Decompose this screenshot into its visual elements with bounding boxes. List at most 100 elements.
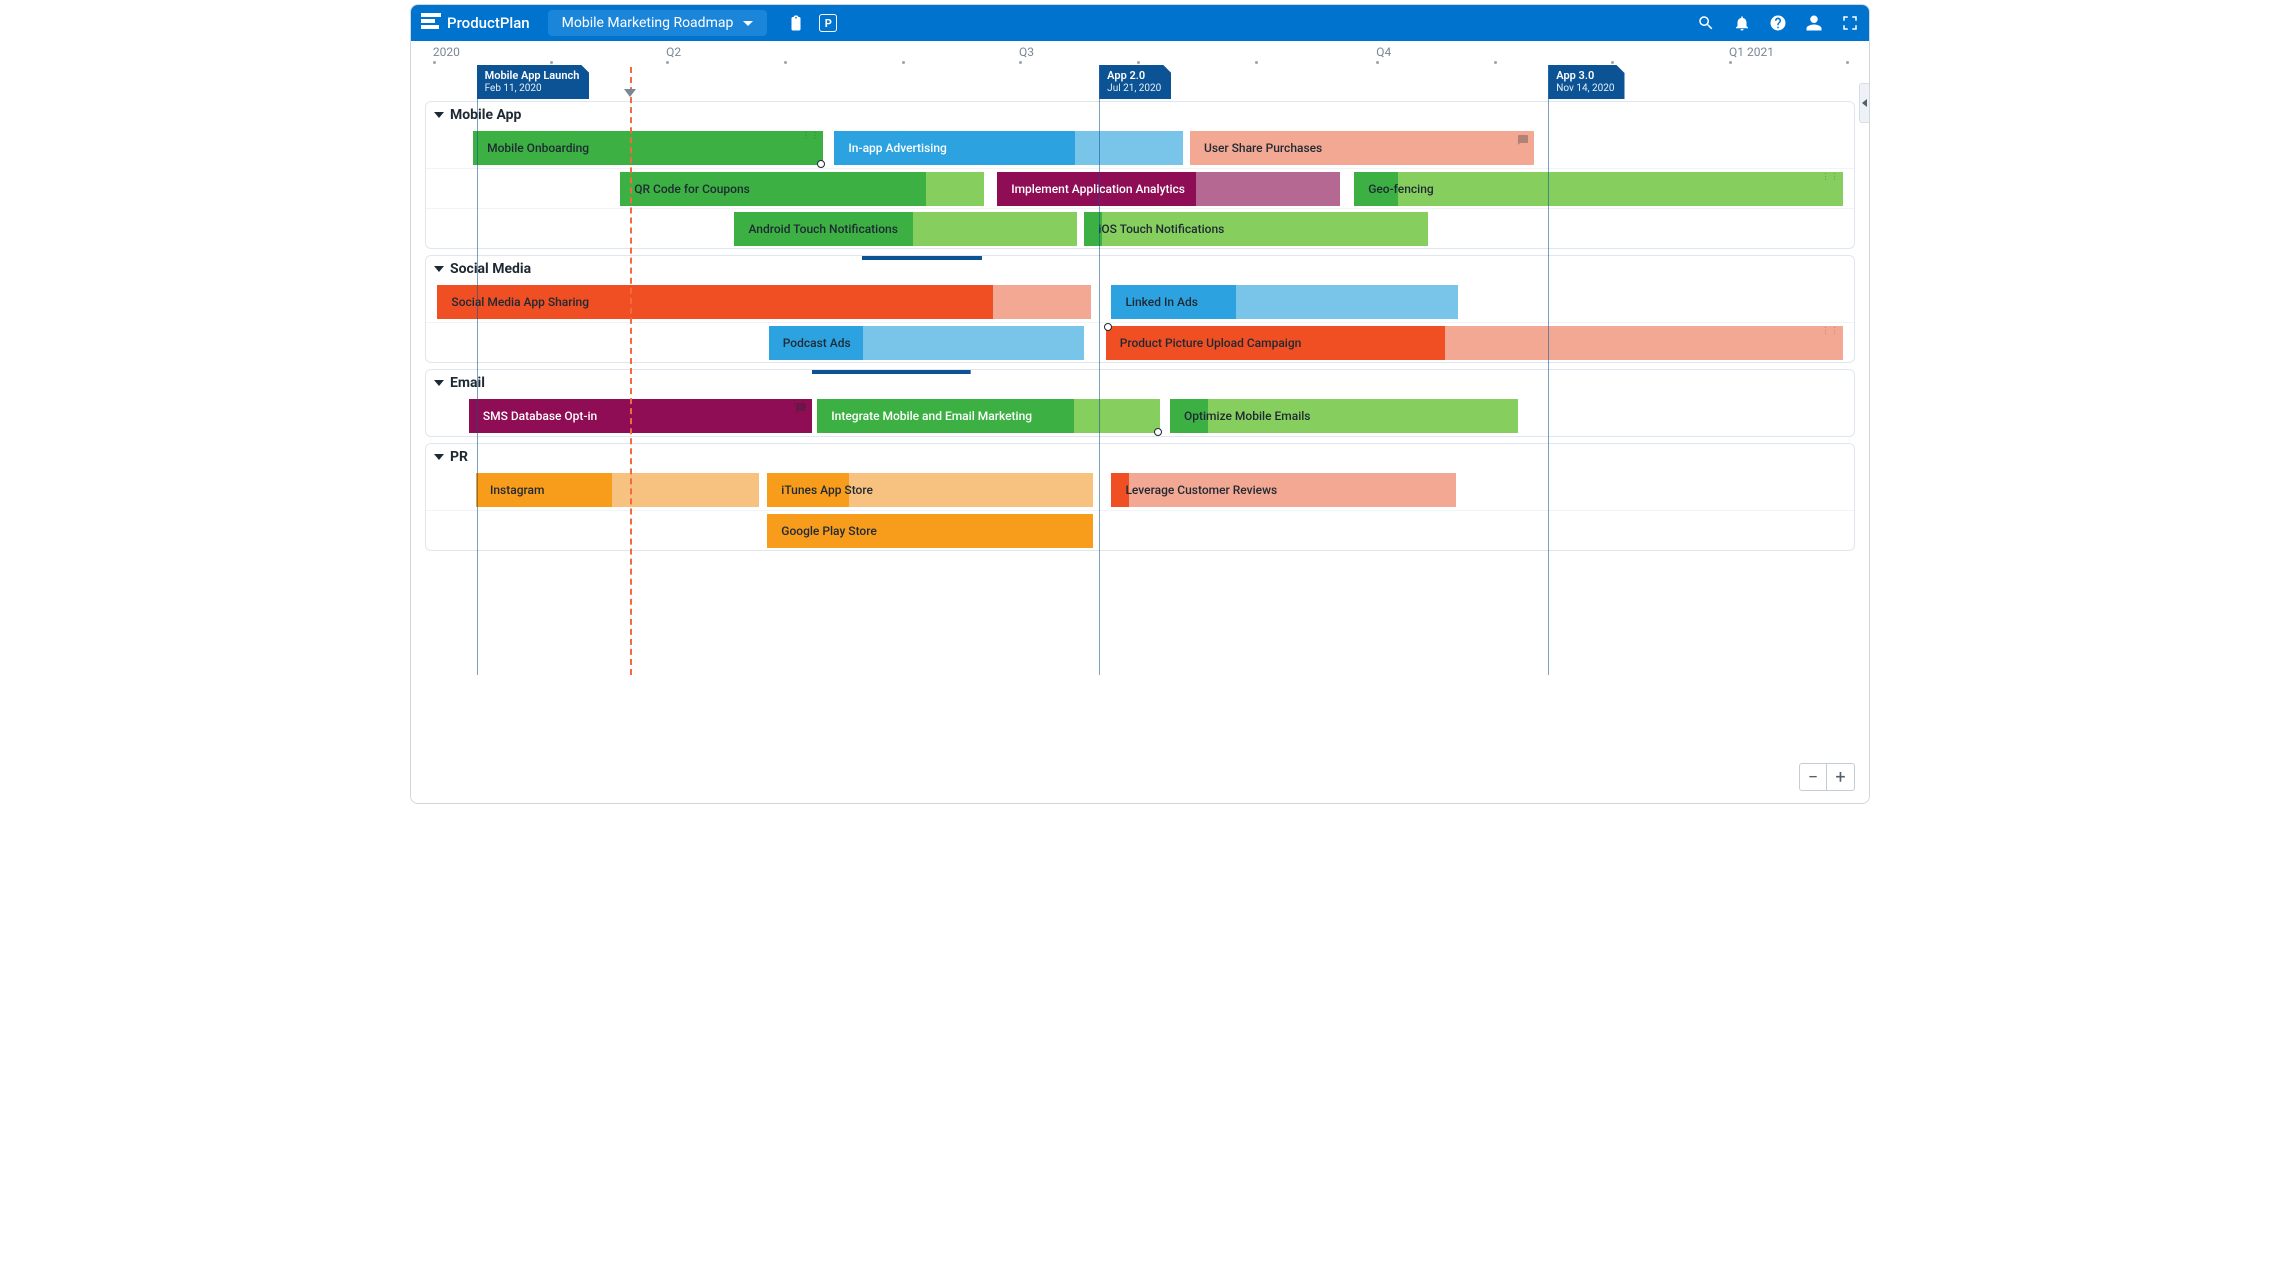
timeline-zone: 2020Q2Q3Q4Q1 2021 Mobile App LaunchFeb 1… [411,43,1869,804]
roadmap-bar[interactable]: QR Code for Coupons [620,172,984,206]
bar-label: Google Play Store [781,524,877,538]
chevron-down-icon [434,380,444,386]
roadmap-bar[interactable]: Instagram [476,473,759,507]
parking-lot-icon[interactable]: P [819,14,837,32]
bell-icon[interactable] [1733,14,1751,32]
bar-label: QR Code for Coupons [634,182,750,196]
roadmap-bar[interactable]: Google Play Store [767,514,1093,548]
brand-name: ProductPlan [447,14,530,32]
roadmap-bar[interactable]: Integrate Mobile and Email Marketing [817,399,1160,433]
zoom-out-button[interactable]: − [1799,763,1827,791]
top-bar: ProductPlan Mobile Marketing Roadmap P [411,5,1869,41]
dependency-handle[interactable] [817,160,825,168]
roadmap-bar[interactable]: Podcast Ads [769,326,1085,360]
roadmap-bar[interactable]: Optimize Mobile Emails [1170,399,1518,433]
logo[interactable]: ProductPlan [421,13,530,33]
roadmap-bar[interactable]: iOS Touch Notifications [1084,212,1428,246]
today-marker[interactable] [624,89,636,97]
roadmap-bar[interactable]: Leverage Customer Reviews [1111,473,1455,507]
roadmap-bar[interactable]: Social Media App Sharing [437,285,1091,319]
roadmap-title: Mobile Marketing Roadmap [562,15,734,31]
bar-label: Mobile Onboarding [487,141,589,155]
group-body: SMS Database Opt-in⋮⋮ Integrate Mobile an… [426,396,1854,436]
toolbar-left: P [787,14,837,32]
grip-icon[interactable]: ⋮⋮ [1822,329,1840,334]
dependency-handle[interactable] [1104,323,1112,331]
user-icon[interactable] [1805,14,1823,32]
dependency-handle[interactable] [1154,428,1162,436]
bar-label: Android Touch Notifications [748,222,897,236]
month-tick [1846,61,1849,64]
comment-icon[interactable] [795,402,807,412]
lane-group: Mobile App Mobile Onboarding ⋮⋮ In-app Adve… [425,101,1855,249]
lane-row: Google Play Store [426,510,1854,550]
lane-group: Email Deliver Mobile Email AgendaMay 8, 2… [425,369,1855,437]
roadmap-bar[interactable]: iTunes App Store [767,473,1093,507]
chevron-down-icon [434,454,444,460]
milestone-flag[interactable]: App 2.0Jul 21, 2020 [1099,65,1171,99]
roadmap-bar[interactable]: Android Touch Notifications [734,212,1077,246]
bar-label: User Share Purchases [1204,141,1322,155]
bar-label: Integrate Mobile and Email Marketing [831,409,1032,423]
inline-milestone[interactable]: Identify Power UsersMay 21, 2020 [862,255,982,260]
today-line [630,67,632,675]
zoom-controls: − + [1799,763,1855,791]
group-body: Social Media App Sharing Linked In Ads Pod… [426,282,1854,362]
bar-label: SMS Database Opt-in [483,409,597,423]
quarter-label: Q3 [1019,45,1034,59]
month-tick [1376,61,1379,64]
roadmap-bar[interactable]: In-app Advertising [834,131,1182,165]
roadmap-bar[interactable]: Linked In Ads [1111,285,1458,319]
month-tick [550,61,553,64]
quarter-label: Q1 2021 [1729,45,1774,59]
inline-milestone[interactable]: Deliver Mobile Email AgendaMay 8, 2020 [812,369,971,374]
bar-label: In-app Advertising [848,141,946,155]
roadmap-bar[interactable]: Product Picture Upload Campaign ⋮⋮ [1106,326,1843,360]
bar-label: Leverage Customer Reviews [1125,483,1277,497]
milestone-flag[interactable]: Mobile App LaunchFeb 11, 2020 [477,65,590,99]
milestone-line [1099,65,1100,675]
lane-group: Social MediaIdentify Power UsersMay 21, … [425,255,1855,363]
roadmap-selector[interactable]: Mobile Marketing Roadmap [548,10,768,36]
quarter-label: 2020 [433,45,460,59]
roadmap-bar[interactable]: Mobile Onboarding ⋮⋮ [473,131,823,165]
roadmap-bar[interactable]: Geo-fencing ⋮⋮ [1354,172,1842,206]
help-icon[interactable] [1769,14,1787,32]
month-tick [1611,61,1614,64]
app-window: ProductPlan Mobile Marketing Roadmap P [410,4,1870,804]
comment-icon[interactable] [1517,134,1529,144]
search-icon[interactable] [1697,14,1715,32]
bar-label: Podcast Ads [783,336,851,350]
group-title: PR [450,449,468,465]
bar-label: Geo-fencing [1368,182,1434,196]
roadmap-bar[interactable]: Implement Application Analytics [997,172,1340,206]
toolbar-right [1697,14,1859,32]
zoom-in-button[interactable]: + [1827,763,1855,791]
lane-row: Mobile Onboarding ⋮⋮ In-app Advertising Use… [426,128,1854,168]
roadmap-bar[interactable]: SMS Database Opt-in⋮⋮ [469,399,812,433]
clipboard-icon[interactable] [787,14,805,32]
group-title: Email [450,375,485,391]
bar-label: Optimize Mobile Emails [1184,409,1311,423]
grip-icon[interactable]: ⋮⋮ [1822,175,1840,180]
group-header[interactable]: PR [426,444,1854,470]
fullscreen-icon[interactable] [1841,14,1859,32]
collapse-sidebar-handle[interactable] [1859,83,1869,123]
month-tick [433,61,436,64]
grip-icon[interactable]: ⋮⋮ [802,134,820,139]
lane-row: Android Touch Notifications iOS Touch Not… [426,208,1854,248]
lane-row: Podcast Ads Product Picture Upload Campai… [426,322,1854,362]
milestone-flag[interactable]: App 3.0Nov 14, 2020 [1548,65,1624,99]
bar-label: iTunes App Store [781,483,873,497]
timeline-header: 2020Q2Q3Q4Q1 2021 [411,43,1869,65]
month-tick [1019,61,1022,64]
group-header[interactable]: Social MediaIdentify Power UsersMay 21, … [426,256,1854,282]
bar-label: Product Picture Upload Campaign [1120,336,1302,350]
roadmap-bar[interactable]: User Share Purchases [1190,131,1534,165]
lane-row: QR Code for Coupons Implement Application… [426,168,1854,208]
lane-row: Social Media App Sharing Linked In Ads [426,282,1854,322]
bar-label: Linked In Ads [1125,295,1198,309]
month-tick [1494,61,1497,64]
group-header[interactable]: Email Deliver Mobile Email AgendaMay 8, 2… [426,370,1854,396]
group-header[interactable]: Mobile App [426,102,1854,128]
